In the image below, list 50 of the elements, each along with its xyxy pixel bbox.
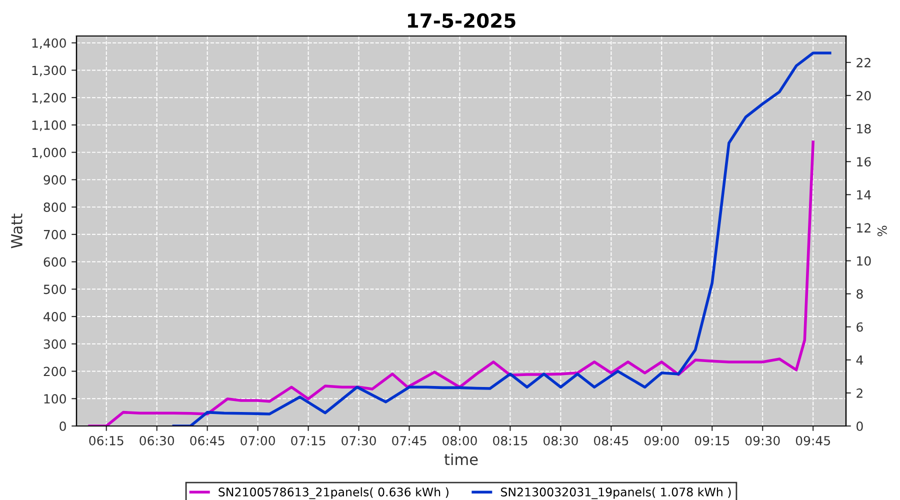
x-tick-label: 09:45 bbox=[796, 436, 830, 446]
y-tick-label: 100 bbox=[44, 394, 66, 404]
x-tick-label: 09:15 bbox=[694, 436, 730, 446]
legend-label: SN2130032031_19panels( 1.078 kWh ) bbox=[500, 487, 731, 500]
y-axis-title: Watt bbox=[11, 214, 22, 248]
x-tick-label: 09:00 bbox=[644, 436, 679, 446]
x-tick-label: 08:30 bbox=[544, 436, 578, 446]
y-tick-label: 900 bbox=[44, 175, 66, 185]
x-tick-label: 06:15 bbox=[89, 436, 124, 446]
y2-axis-title: % bbox=[877, 226, 887, 236]
y-tick-label: 600 bbox=[44, 257, 66, 267]
y-tick-label: 1,000 bbox=[32, 148, 66, 159]
y-tick-label: 800 bbox=[44, 202, 66, 212]
y-tick-label: 1,200 bbox=[32, 93, 66, 104]
y-tick-label: 500 bbox=[44, 284, 66, 294]
line-series bbox=[172, 52, 832, 426]
y2-tick-label: 10 bbox=[857, 256, 871, 266]
y-tick-label: 1,400 bbox=[32, 38, 66, 50]
y2-tick-label: 8 bbox=[856, 289, 863, 299]
y2-tick-label: 12 bbox=[857, 223, 870, 232]
y-tick-label: 700 bbox=[44, 230, 66, 240]
y-tick-label: 1,300 bbox=[32, 66, 66, 76]
x-tick-label: 06:30 bbox=[140, 436, 174, 446]
y-tick-label: 200 bbox=[44, 366, 66, 376]
y2-tick-label: 18 bbox=[857, 124, 871, 134]
y2-tick-label: 6 bbox=[856, 322, 863, 332]
x-tick-label: 08:45 bbox=[594, 436, 628, 446]
y-tick-label: 300 bbox=[44, 339, 66, 349]
line-series bbox=[88, 140, 814, 426]
y2-tick-label: 22 bbox=[856, 58, 870, 68]
y-tick-label: 400 bbox=[44, 312, 66, 322]
y-tick-label: 0 bbox=[60, 421, 66, 431]
chart-title: 17-5-2025 bbox=[408, 13, 516, 28]
x-tick-label: 08:00 bbox=[442, 436, 477, 446]
x-tick-label: 07:00 bbox=[240, 436, 275, 446]
x-tick-label: 07:30 bbox=[342, 436, 376, 446]
x-tick-label: 09:30 bbox=[745, 436, 780, 446]
y2-tick-label: 14 bbox=[857, 190, 871, 200]
y2-tick-label: 20 bbox=[856, 90, 871, 100]
x-tick-label: 06:45 bbox=[190, 436, 224, 446]
x-tick-label: 08:15 bbox=[493, 436, 528, 446]
y2-tick-label: 0 bbox=[856, 421, 863, 431]
x-tick-label: 07:15 bbox=[291, 436, 326, 446]
legend-label: SN2100578613_21panels( 0.636 kWh ) bbox=[218, 487, 448, 500]
y2-tick-label: 4 bbox=[856, 356, 863, 365]
y2-tick-label: 16 bbox=[857, 157, 871, 167]
y-tick-label: 1,100 bbox=[32, 120, 66, 132]
y2-tick-label: 2 bbox=[856, 388, 862, 398]
x-axis-title: time bbox=[444, 453, 478, 466]
x-tick-label: 07:45 bbox=[392, 436, 426, 446]
